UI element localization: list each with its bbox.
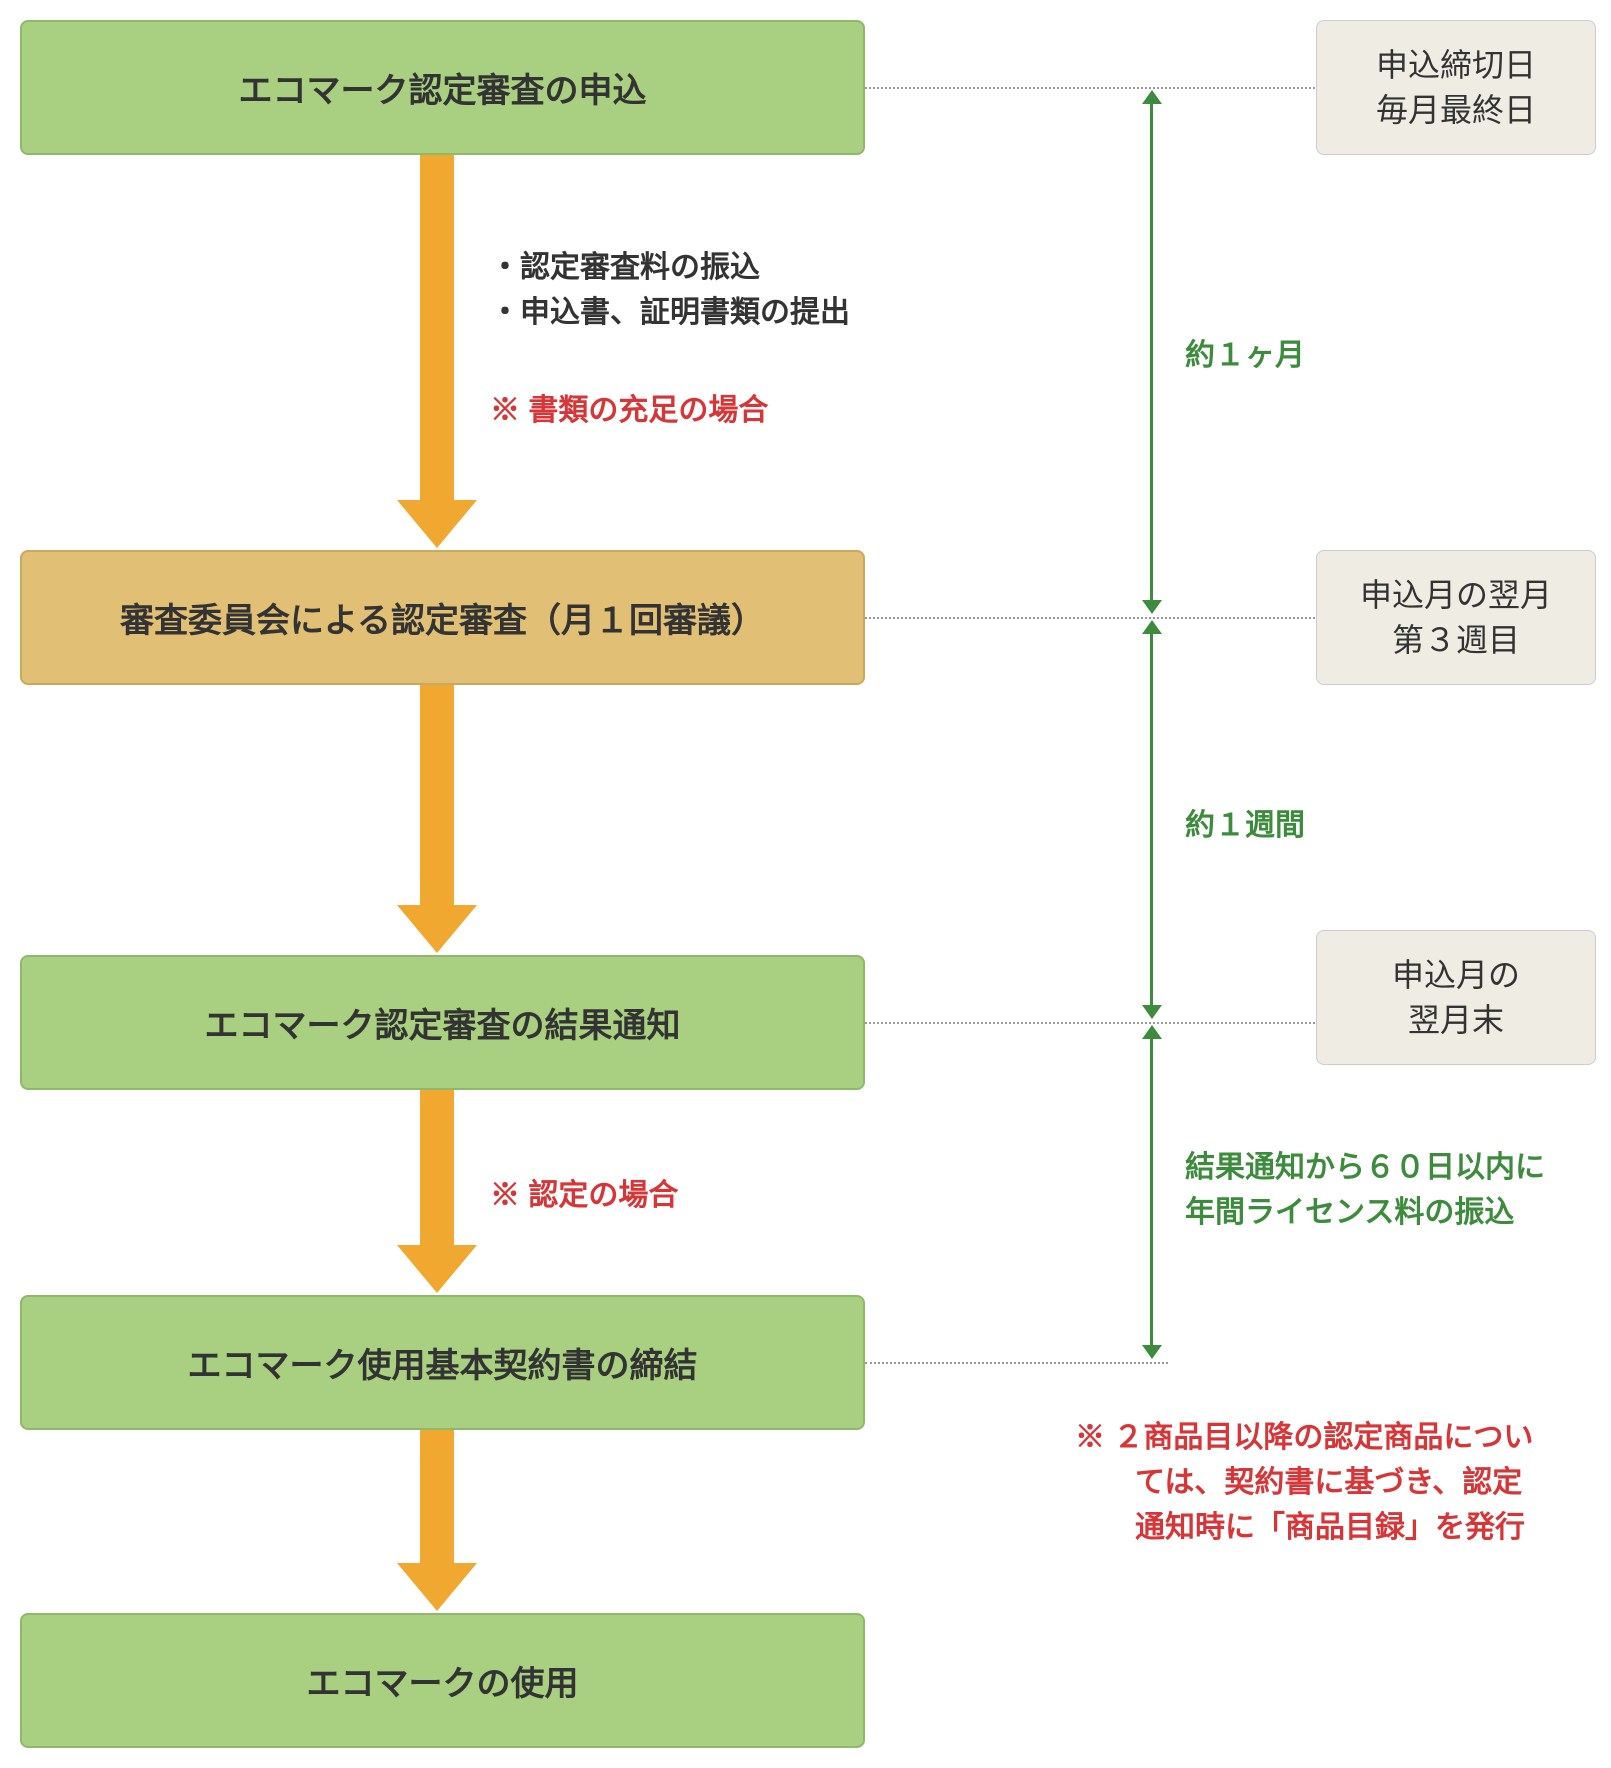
timeline-label-1: 約１ヶ月 (1185, 330, 1305, 374)
step-1-box: エコマーク認定審査の申込 (20, 20, 865, 155)
timeline-label-3: 結果通知から６０日以内に 年間ライセンス料の振込 (1185, 1145, 1545, 1235)
dotted-connector-4 (865, 1362, 1168, 1364)
side-note-2-label: 申込月の翌月 第３週目 (1360, 573, 1552, 663)
timeline-arrow-2 (1150, 632, 1153, 1007)
arrow-1-red-note: ※ 書類の充足の場合 (490, 385, 768, 429)
side-note-1-label: 申込締切日 毎月最終日 (1376, 43, 1536, 133)
step-4-label: エコマーク使用基本契約書の締結 (188, 1338, 698, 1387)
bottom-red-note: ※ ２商品目以降の認定商品につい ては、契約書に基づき、認定 通知時に「商品目録… (1075, 1415, 1533, 1550)
step-3-box: エコマーク認定審査の結果通知 (20, 955, 865, 1090)
step-1-label: エコマーク認定審査の申込 (239, 63, 647, 112)
step-3-label: エコマーク認定審査の結果通知 (205, 998, 681, 1047)
arrow-1 (420, 155, 454, 548)
timeline-arrow-3 (1150, 1037, 1153, 1347)
dotted-connector-2 (865, 617, 1315, 619)
step-2-label: 審査委員会による認定審査（月１回審議） (120, 593, 765, 642)
arrow-3 (420, 1090, 454, 1293)
timeline-arrow-1 (1150, 102, 1153, 602)
arrow-1-note-line1: ・認定審査料の振込 (490, 245, 760, 290)
side-note-1: 申込締切日 毎月最終日 (1316, 20, 1596, 155)
step-4-box: エコマーク使用基本契約書の締結 (20, 1295, 865, 1430)
side-note-3: 申込月の 翌月末 (1316, 930, 1596, 1065)
side-note-3-label: 申込月の 翌月末 (1392, 953, 1520, 1043)
step-2-box: 審査委員会による認定審査（月１回審議） (20, 550, 865, 685)
dotted-connector-3 (865, 1022, 1315, 1024)
arrow-3-red-note: ※ 認定の場合 (490, 1170, 678, 1214)
step-5-label: エコマークの使用 (307, 1656, 579, 1705)
timeline-label-2: 約１週間 (1185, 800, 1305, 844)
flowchart-diagram: エコマーク認定審査の申込 審査委員会による認定審査（月１回審議） エコマーク認定… (20, 20, 1611, 1748)
side-note-2: 申込月の翌月 第３週目 (1316, 550, 1596, 685)
arrow-4 (420, 1430, 454, 1611)
dotted-connector-1 (865, 87, 1315, 89)
arrow-2 (420, 685, 454, 953)
arrow-1-note-line2: ・申込書、証明書類の提出 (490, 290, 850, 335)
